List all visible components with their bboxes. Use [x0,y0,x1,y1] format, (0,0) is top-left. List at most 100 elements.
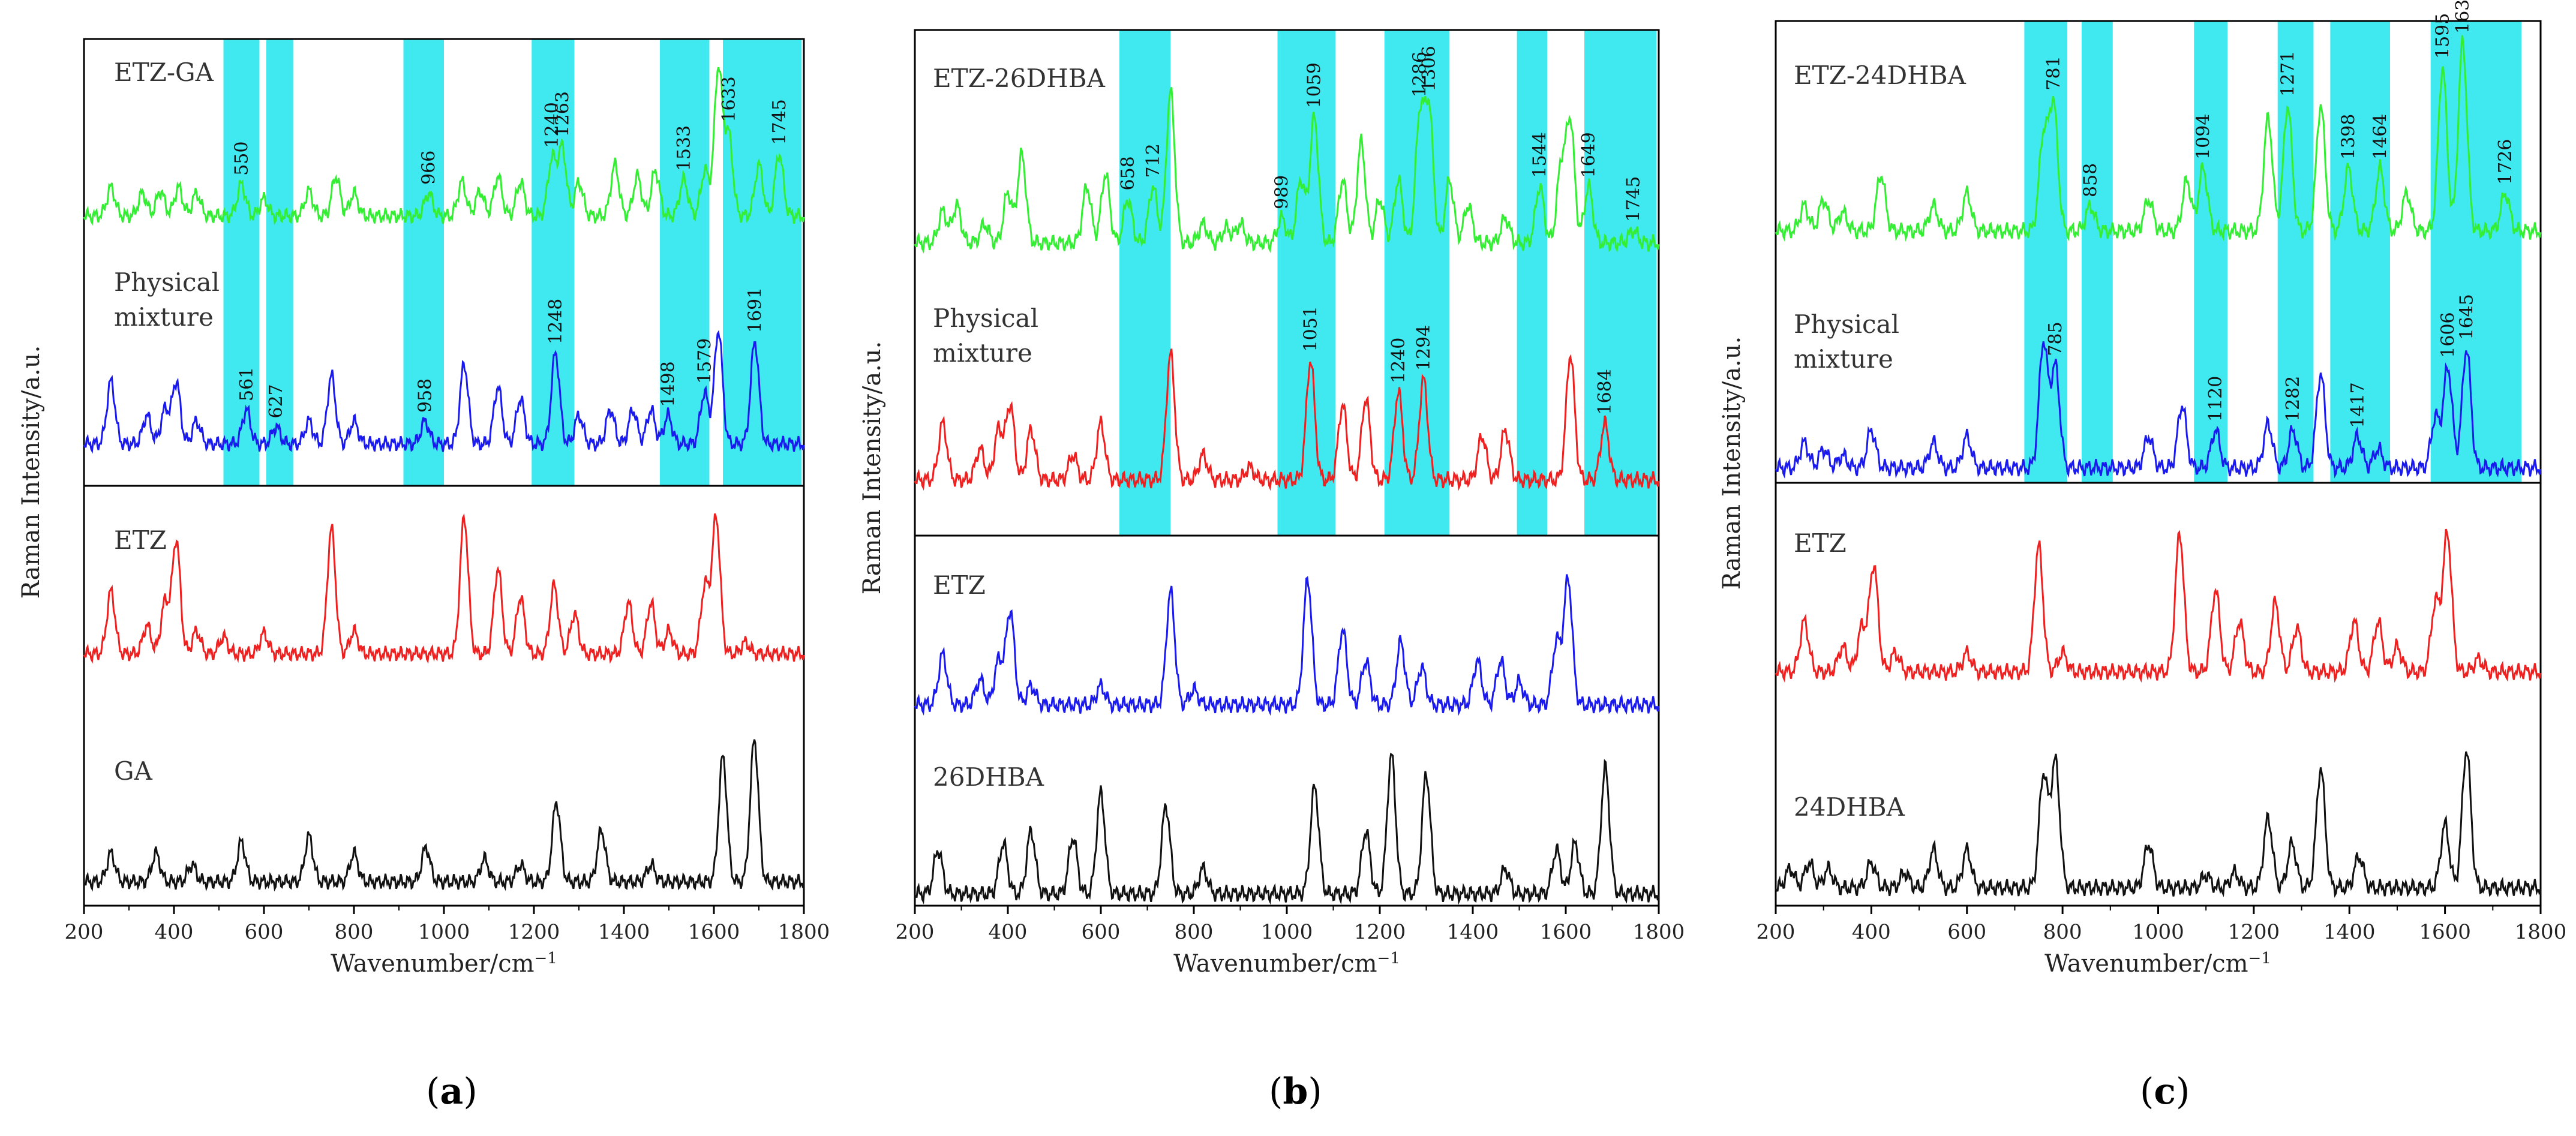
highlight-band [403,39,444,486]
x-tick-label: 1000 [1261,920,1313,944]
series-name-label: Physical mixture [114,268,220,332]
spectrum-line [83,513,805,664]
panel-c-y-axis-title: Raman Intensity/a.u. [1718,336,1746,590]
spectrum-line [1775,35,2542,242]
peak-label: 1745 [1623,176,1644,222]
peak-label: 785 [2045,321,2066,356]
series-name-label: ETZ-GA [114,58,214,87]
x-tick-label: 1200 [1354,920,1406,944]
x-tick-label: 600 [245,920,284,944]
x-tick-label: 1400 [598,920,650,944]
series-name-label: ETZ-26DHBA [933,64,1106,93]
highlight-band [2277,21,2314,483]
highlight-band [2194,21,2228,483]
spectrum-line [914,753,1660,905]
x-tick-label: 600 [1082,920,1121,944]
peak-label: 1726 [2495,139,2516,185]
spectrum-line [1775,751,2542,898]
x-tick-label: 800 [2043,920,2082,944]
peak-label: 858 [2080,163,2101,197]
highlight-band [1517,30,1547,536]
panel-b-y-axis-title: Raman Intensity/a.u. [858,341,886,595]
x-tick-label: 200 [65,920,104,944]
highlight-band [266,39,293,486]
peak-label: 1286 [1410,52,1431,97]
peak-label: 1240 [1388,338,1409,383]
x-tick-label: 200 [1757,920,1796,944]
x-tick-label: 1600 [2419,920,2471,944]
highlight-band [223,39,260,486]
highlight-band [1584,30,1657,536]
x-tick-label: 1400 [2323,920,2376,944]
x-tick-label: 1200 [2228,920,2280,944]
panel-c-x-axis-title: Wavenumber/cm−1 [2044,949,2271,978]
x-tick-label: 400 [1852,920,1891,944]
series-name-label: ETZ [1794,528,1847,558]
peak-label: 1417 [2347,382,2368,428]
x-tick-label: 400 [989,920,1028,944]
peak-label: 1306 [1419,46,1440,91]
spectrum-line [1775,528,2542,683]
highlight-band [2430,21,2522,483]
x-tick-label: 600 [1947,920,1986,944]
peak-label: 1294 [1413,325,1434,371]
series-name-label: ETZ-24DHBA [1794,61,1966,90]
panel-a: Raman Intensity/a.u. Wavenumber/cm−1 (a)… [17,38,830,1113]
peak-label: 1684 [1595,369,1616,414]
peak-label: 1691 [744,287,765,333]
x-tick-label: 1800 [778,920,830,944]
highlight-band [2082,21,2113,483]
peak-label: 1649 [1578,132,1599,178]
peak-label: 1498 [658,361,679,407]
peak-label: 1398 [2338,114,2359,160]
peak-label: 1120 [2205,376,2226,422]
peak-label: 1051 [1301,306,1322,351]
peak-label: 1059 [1304,62,1325,108]
panel-b-x-axis-title: Wavenumber/cm−1 [1173,949,1400,978]
series-name-label: 26DHBA [933,762,1044,792]
x-tick-label: 1600 [1540,920,1592,944]
series-name-label: Physical mixture [1794,309,1899,374]
peak-label: 966 [419,151,440,185]
peak-label: 1579 [694,338,715,384]
peak-label: 989 [1272,175,1293,209]
series-name-label: Physical mixture [933,303,1038,368]
peak-label: 627 [266,384,287,418]
highlight-band [1277,30,1336,536]
x-tick-label: 1200 [508,920,560,944]
peak-label: 958 [415,378,436,413]
peak-label: 712 [1143,143,1164,178]
x-tick-label: 800 [1175,920,1214,944]
highlight-band [1384,30,1450,536]
x-tick-label: 1800 [1633,920,1685,944]
highlight-band [532,39,575,486]
peak-label: 1606 [2437,312,2458,357]
peak-label: 1248 [545,299,566,344]
highlight-band [723,39,802,486]
panel-c-letter: (c) [2140,1071,2190,1113]
peak-label: 1595 [2433,13,2454,59]
series-name-label: ETZ [933,570,986,600]
series-name-label: ETZ [114,525,167,555]
peak-label: 1633 [719,76,740,122]
highlight-band [2330,21,2390,483]
x-tick-label: 200 [896,920,935,944]
spectrum-line [1775,341,2542,479]
panel-b-letter: (b) [1269,1071,1322,1113]
peak-label: 658 [1118,156,1139,190]
x-tick-label: 1400 [1447,920,1499,944]
peak-label: 1645 [2457,294,2478,339]
peak-label: 1544 [1530,132,1551,178]
peak-label: 1637 [2452,0,2473,34]
panel-b: Raman Intensity/a.u. Wavenumber/cm−1 (b)… [858,29,1685,1113]
series-name-label: 24DHBA [1794,792,1905,822]
x-tick-label: 1000 [418,920,470,944]
peak-label: 1263 [552,91,573,137]
peak-label: 1271 [2278,51,2299,97]
peak-label: 561 [236,367,257,401]
spectrum-line [83,67,805,226]
peak-label: 1464 [2370,114,2391,160]
peak-label: 1745 [769,99,790,145]
spectrum-line [83,739,805,892]
